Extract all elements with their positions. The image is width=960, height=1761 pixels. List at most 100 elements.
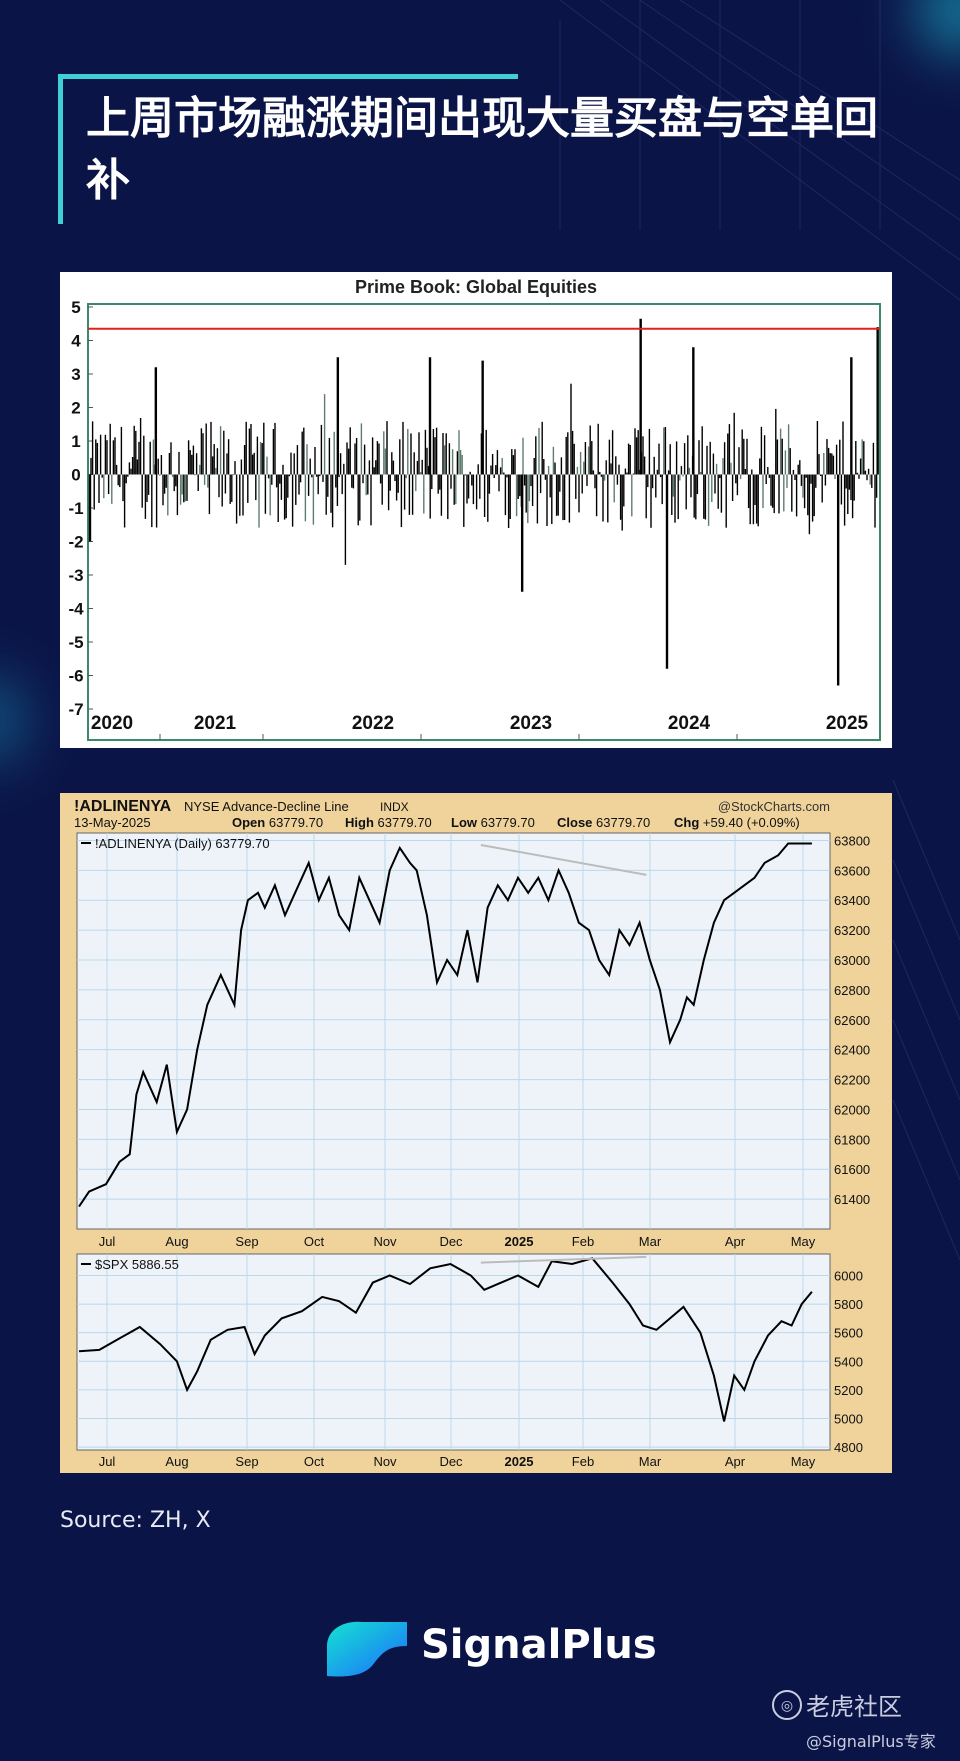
x-tick-label: Feb — [572, 1234, 594, 1249]
page-title: 上周市场融涨期间出现大量买盘与空单回补 — [86, 93, 878, 206]
y-tick-label: 63800 — [834, 833, 870, 848]
x-tick-label: 2023 — [510, 713, 552, 734]
y-tick-label: 63600 — [834, 863, 870, 878]
source-note: Source: ZH, X — [60, 1508, 211, 1533]
x-tick-label: Mar — [639, 1234, 662, 1249]
x-tick-label: Nov — [373, 1234, 397, 1249]
y-tick-label: 5600 — [834, 1326, 863, 1341]
ohlc-value: 63779.70 — [269, 815, 323, 830]
bar-series — [88, 318, 879, 686]
y-tick-label: 62600 — [834, 1013, 870, 1028]
x-tick-label: May — [791, 1454, 816, 1469]
stockcharts-panel-svg: !ADLINENYA NYSE Advance-Decline Line INDX @… — [74, 798, 870, 1469]
stockcharts-panel: !ADLINENYA NYSE Advance-Decline Line INDX @… — [60, 793, 892, 1473]
ohlc-value: 63779.70 — [378, 815, 432, 830]
x-tick-label: 2025 — [505, 1234, 534, 1249]
title-frame: 上周市场融涨期间出现大量买盘与空单回补 — [58, 74, 898, 224]
ohlc-label: Chg — [674, 815, 703, 830]
x-tick-label: 2025 — [505, 1454, 534, 1469]
y-tick-label: 5 — [71, 298, 80, 317]
y-tick-label: -2 — [68, 533, 83, 552]
x-tick-label: Feb — [572, 1454, 594, 1469]
prime-book-chart: Prime Book: Global Equities 5 4 3 2 1 0 -1 -2 -3 -… — [60, 272, 896, 748]
y-tick-label: 61600 — [834, 1162, 870, 1177]
series-line — [78, 1257, 813, 1422]
x-tick-label: Aug — [165, 1454, 188, 1469]
x-tick-label: Apr — [725, 1454, 746, 1469]
chart-exchange: INDX — [380, 800, 409, 814]
chart-symbol: !ADLINENYA — [74, 798, 172, 815]
ohlc-item: Open 63779.70 — [232, 815, 323, 830]
x-tick-label: Jul — [99, 1234, 116, 1249]
y-tick-label: 4800 — [834, 1440, 863, 1455]
y-tick-label: 0 — [71, 466, 80, 485]
signalplus-logo-icon — [327, 1621, 407, 1677]
trendline — [480, 843, 647, 876]
x-tick-label: Oct — [304, 1454, 325, 1469]
y-tick-label: 1 — [71, 432, 80, 451]
title-accent-bar — [58, 74, 518, 79]
x-tick-label: Aug — [165, 1234, 188, 1249]
spx-panel: 6000 5800 5600 5400 5200 5000 4800 Jul Aug Sep Oct… — [76, 1253, 863, 1469]
x-tick-label: Dec — [439, 1234, 463, 1249]
chart-credit: @StockCharts.com — [718, 799, 830, 814]
series-line — [78, 842, 812, 1208]
y-tick-label: 62000 — [834, 1102, 870, 1117]
y-tick-label: 62800 — [834, 983, 870, 998]
y-tick-label: 62200 — [834, 1073, 870, 1088]
glow-decoration — [0, 680, 20, 760]
x-tick-label: 2022 — [352, 713, 394, 734]
x-tick-label: Apr — [725, 1234, 746, 1249]
ohlc-value: +59.40 (+0.09%) — [703, 815, 800, 830]
y-tick-label: 5200 — [834, 1383, 863, 1398]
x-tick-label: 2024 — [668, 713, 711, 734]
y-tick-label: -5 — [68, 633, 83, 652]
x-tick-label: Nov — [373, 1454, 397, 1469]
ohlc-label: Open — [232, 815, 269, 830]
y-tick-label: 2 — [71, 399, 80, 418]
x-tick-label: Sep — [235, 1454, 258, 1469]
ohlc-item: Close 63779.70 — [557, 815, 650, 830]
y-tick-label: 5000 — [834, 1412, 863, 1427]
legend-label: !ADLINENYA (Daily) 63779.70 — [95, 836, 270, 851]
x-tick-label: Sep — [235, 1234, 258, 1249]
chart-title: Prime Book: Global Equities — [355, 277, 597, 297]
y-tick-label: 62400 — [834, 1043, 870, 1058]
y-tick-label: 6000 — [834, 1268, 863, 1283]
y-tick-label: 4 — [71, 332, 81, 351]
y-tick-label: 3 — [71, 365, 80, 384]
ohlc-label: Close — [557, 815, 596, 830]
legend-label: $SPX 5886.55 — [95, 1257, 179, 1272]
y-tick-label: -7 — [68, 700, 83, 719]
x-tick-label: Dec — [439, 1454, 463, 1469]
chart-name: NYSE Advance-Decline Line — [184, 799, 349, 814]
y-tick-label: -4 — [68, 600, 84, 619]
x-tick-label: Mar — [639, 1454, 662, 1469]
trendline — [480, 1255, 647, 1264]
plot-area — [87, 303, 881, 741]
y-tick-label: 63000 — [834, 953, 870, 968]
y-tick-label: -6 — [68, 667, 83, 686]
x-tick-label: 2020 — [91, 713, 133, 734]
y-tick-label: -3 — [68, 566, 83, 585]
signalplus-logo: SignalPlus — [323, 1616, 657, 1684]
panel-plot-area — [76, 832, 831, 1230]
y-tick-label: 5800 — [834, 1297, 863, 1312]
y-tick-label: -1 — [68, 499, 83, 518]
x-tick-label: 2021 — [194, 713, 237, 734]
y-tick-label: 63200 — [834, 923, 870, 938]
ohlc-item: Chg +59.40 (+0.09%) — [674, 815, 800, 830]
y-tick-label: 5400 — [834, 1354, 863, 1369]
prime-book-chart-svg: Prime Book: Global Equities 5 4 3 2 1 0 -1 -2 -3 -… — [68, 277, 896, 741]
brand-name: SignalPlus — [421, 1622, 657, 1668]
y-tick-label: 63400 — [834, 893, 870, 908]
ohlc-item: Low 63779.70 — [451, 815, 535, 830]
ad-line-panel: 63800 63600 63400 63200 63000 62800 62600 62400… — [76, 832, 870, 1249]
x-tick-label: Oct — [304, 1234, 325, 1249]
x-tick-label: Jul — [99, 1454, 116, 1469]
ohlc-label: Low — [451, 815, 481, 830]
y-tick-label: 61800 — [834, 1132, 870, 1147]
ohlc-label: High — [345, 815, 378, 830]
title-accent-bar — [58, 74, 63, 224]
